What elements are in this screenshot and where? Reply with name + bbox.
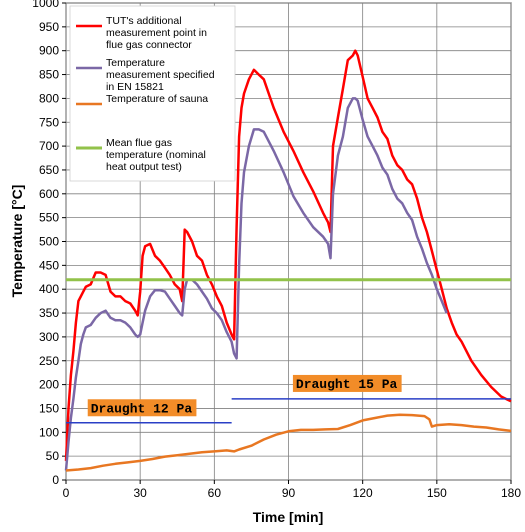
- draught-label: Draught 15 Pa: [296, 377, 398, 392]
- y-tick-label: 700: [39, 139, 59, 153]
- x-tick-label: 120: [353, 486, 373, 500]
- y-axis-title: Temperature [°C]: [9, 185, 25, 298]
- legend-label: Mean flue gas temperature (nominal heat ou…: [106, 137, 206, 173]
- draught-label-box: [292, 374, 402, 392]
- y-tick-label: 650: [39, 163, 59, 177]
- y-tick-label: 450: [39, 258, 59, 272]
- y-tick-label: 900: [39, 44, 59, 58]
- sauna-temperature-line: [65, 413, 512, 472]
- y-tick-label: 0: [52, 473, 59, 487]
- x-tick-label: 180: [501, 486, 521, 500]
- y-tick-label: 1000: [32, 0, 59, 10]
- legend-label: Temperature measurement specified in EN 15…: [106, 57, 215, 93]
- y-tick-label: 150: [39, 401, 59, 415]
- y-tick-label: 750: [39, 115, 59, 129]
- y-tick-label: 850: [39, 68, 59, 82]
- x-tick-label: 0: [63, 486, 70, 500]
- legend-label: TUT's additional measurement point in flue…: [106, 15, 207, 51]
- en15821-line: [64, 97, 448, 471]
- y-tick-label: 950: [39, 20, 59, 34]
- legend-box: [69, 5, 236, 182]
- legend: TUT's additional measurement point in flue…: [69, 5, 236, 182]
- tut-flue-gas-line: [64, 49, 512, 461]
- x-axis-title: Time [min]: [253, 509, 324, 525]
- x-axis-ticks: 0 30 60 90 120 150 180: [63, 480, 521, 500]
- legend-label: Temperature of sauna: [106, 93, 208, 105]
- x-tick-label: 150: [427, 486, 447, 500]
- y-axis-ticks: 0 50 100 150 200 250 300 350 400 450 500 550 600 650 7…: [32, 0, 66, 487]
- x-tick-label: 30: [133, 486, 147, 500]
- y-tick-label: 300: [39, 330, 59, 344]
- y-tick-label: 550: [39, 211, 59, 225]
- y-tick-label: 400: [39, 282, 59, 296]
- y-tick-label: 50: [46, 449, 60, 463]
- y-tick-label: 350: [39, 306, 59, 320]
- y-tick-label: 500: [39, 235, 59, 249]
- y-tick-label: 800: [39, 91, 59, 105]
- y-tick-label: 100: [39, 425, 59, 439]
- x-tick-label: 90: [282, 486, 296, 500]
- draught-label: Draught 12 Pa: [91, 401, 193, 416]
- y-tick-label: 200: [39, 378, 59, 392]
- draught-label-box: [87, 399, 197, 417]
- y-tick-label: 250: [39, 354, 59, 368]
- series-lines: [64, 49, 512, 472]
- annotations: Draught 12 Pa Draught 15 Pa: [66, 374, 511, 424]
- y-tick-label: 600: [39, 187, 59, 201]
- x-tick-label: 60: [208, 486, 222, 500]
